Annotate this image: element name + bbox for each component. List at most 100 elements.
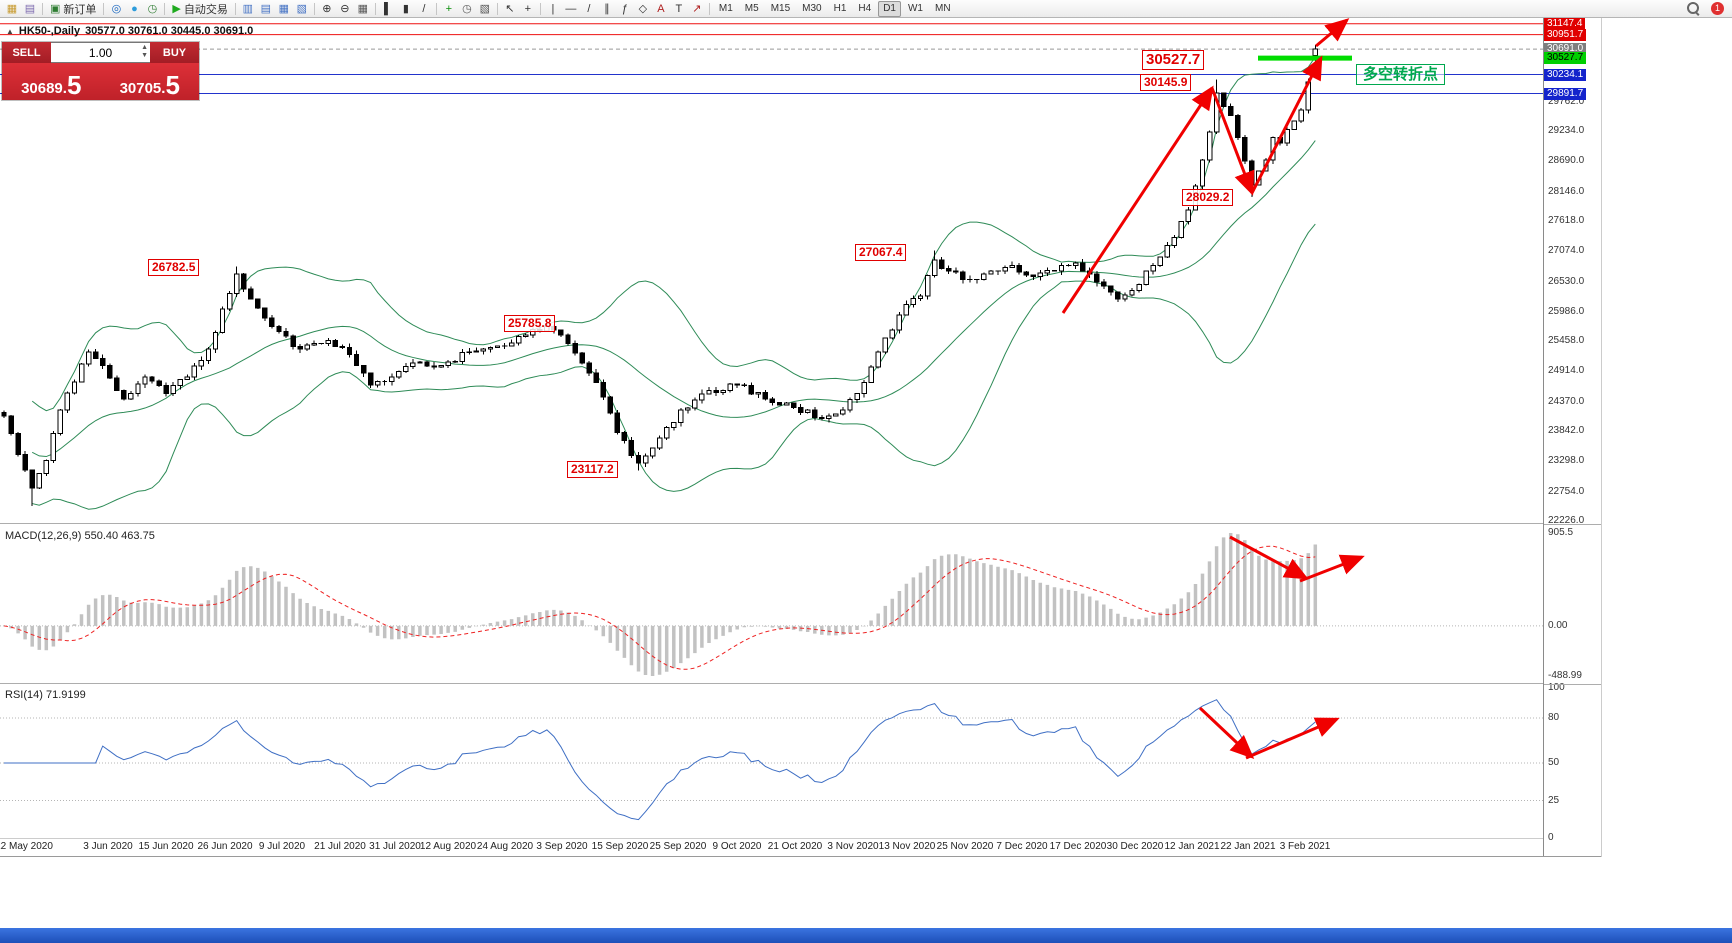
market-watch-icon[interactable]: ▥ bbox=[242, 2, 254, 15]
toolbar-separator bbox=[374, 2, 376, 15]
shapes-icon[interactable]: ◇ bbox=[638, 2, 648, 15]
price-tick-label: 27074.0 bbox=[1548, 245, 1585, 257]
timeframe-w1[interactable]: W1 bbox=[907, 2, 923, 14]
volume-up-icon[interactable]: ▲ bbox=[141, 44, 148, 51]
trend-arrow[interactable] bbox=[1210, 87, 1255, 196]
timeframe-d1[interactable]: D1 bbox=[878, 0, 901, 17]
date-axis-label: 21 Jul 2020 bbox=[314, 841, 366, 852]
macd-axis-label: 905.5 bbox=[1548, 527, 1574, 538]
fibonacci-icon[interactable]: ƒ bbox=[621, 2, 628, 15]
price-annotation[interactable]: 27067.4 bbox=[855, 244, 907, 261]
note-annotation[interactable]: 多空转折点 bbox=[1356, 64, 1446, 85]
trend-arrow[interactable] bbox=[1315, 18, 1350, 48]
autotrading-button-icon: ▶ bbox=[172, 3, 181, 15]
trend-arrow[interactable] bbox=[1250, 55, 1323, 194]
price-tick-label: 24370.0 bbox=[1548, 395, 1585, 407]
bollinger-upper bbox=[31, 56, 1316, 412]
price-annotation[interactable]: 30145.9 bbox=[1140, 74, 1192, 91]
trend-arrow[interactable] bbox=[1061, 85, 1214, 314]
autotrading-button[interactable]: ▶ 自动交易 bbox=[168, 1, 231, 17]
profiles-icon[interactable]: ▤ bbox=[24, 2, 36, 15]
toolbar-separator bbox=[164, 2, 166, 15]
date-axis-label: 3 Sep 2020 bbox=[536, 841, 588, 852]
price-annotation[interactable]: 26782.5 bbox=[148, 259, 200, 276]
chart-area[interactable]: ▲ HK50-,Daily 30577.0 30761.0 30445.0 30… bbox=[0, 18, 1543, 856]
timeframe-h1[interactable]: H1 bbox=[833, 2, 847, 14]
price-annotation[interactable]: 28029.2 bbox=[1182, 189, 1234, 206]
date-axis-label: 22 Jan 2021 bbox=[1220, 841, 1276, 852]
crosshair-icon[interactable]: + bbox=[524, 2, 532, 15]
timeframe-m30[interactable]: M30 bbox=[802, 2, 822, 14]
date-axis-label: 15 Jun 2020 bbox=[138, 841, 194, 852]
globe-icon[interactable]: ● bbox=[131, 2, 138, 15]
price-annotation[interactable]: 30527.7 bbox=[1142, 50, 1205, 70]
compass-icon[interactable]: ◎ bbox=[111, 2, 122, 15]
toolbar: ▦ ▤ ▣ 新订单 ◎ ● ◷ ▶ 自动交易 ▥ ▤ ▦ ▧ ⊕ ⊖ ▦ ▌ ▮ / + ◷ ▧ ↖ + | — / ∥ ƒ ◇ A T ↗ M1… bbox=[0, 0, 1732, 18]
candlestick-icon[interactable]: ▮ bbox=[402, 2, 409, 15]
navigator-icon[interactable]: ▦ bbox=[278, 2, 290, 15]
zoom-out-icon[interactable]: ⊖ bbox=[340, 2, 350, 15]
vertical-line-icon[interactable]: | bbox=[551, 2, 555, 15]
text-icon[interactable]: A bbox=[657, 2, 665, 15]
volume-stepper[interactable]: ▲ ▼ bbox=[141, 44, 148, 60]
date-axis-label: 17 Dec 2020 bbox=[1049, 841, 1107, 852]
timeframe-m5[interactable]: M5 bbox=[744, 2, 759, 14]
timeframe-m1[interactable]: M1 bbox=[718, 2, 733, 14]
price-tick-label: 22226.0 bbox=[1548, 515, 1585, 526]
volume-input[interactable]: 1.00 ▲ ▼ bbox=[51, 42, 150, 63]
buy-button[interactable]: BUY bbox=[150, 42, 199, 63]
cursor-icon[interactable]: ↖ bbox=[505, 2, 515, 15]
rsi-arrow[interactable] bbox=[1245, 717, 1340, 760]
clock-icon[interactable]: ◷ bbox=[147, 2, 158, 15]
price-level-box[interactable]: 29891.7 bbox=[1544, 87, 1587, 100]
channel-icon[interactable]: ∥ bbox=[604, 2, 610, 15]
rsi-arrow[interactable] bbox=[1198, 706, 1255, 760]
indicators-icon[interactable]: + bbox=[445, 2, 453, 15]
search-icon[interactable] bbox=[1687, 2, 1700, 15]
horizontal-line-icon[interactable]: — bbox=[565, 2, 577, 15]
macd-arrow[interactable] bbox=[1229, 535, 1309, 580]
notification-badge[interactable]: 1 bbox=[1711, 2, 1724, 15]
sell-button[interactable]: SELL bbox=[2, 42, 51, 63]
timeframe-h4[interactable]: H4 bbox=[858, 2, 872, 14]
price-annotation[interactable]: 25785.8 bbox=[504, 315, 556, 332]
price-scale[interactable]: 29762.0 29234.0 28690.0 28146.0 27618.0 27074… bbox=[1543, 17, 1602, 856]
price-level-box[interactable]: 30527.7 bbox=[1544, 52, 1587, 65]
collapse-panel-icon[interactable]: ▲ bbox=[6, 26, 14, 36]
macd-arrow[interactable] bbox=[1299, 554, 1365, 583]
price-level-box[interactable]: 30951.7 bbox=[1544, 28, 1587, 41]
price-tick-label: 25986.0 bbox=[1548, 305, 1585, 317]
taskbar[interactable] bbox=[0, 928, 1732, 943]
sell-price-button[interactable]: 30689. 5 bbox=[2, 63, 101, 100]
chart-symbol-label: HK50-,Daily bbox=[18, 25, 81, 37]
chart-canvas[interactable] bbox=[0, 18, 1543, 856]
date-axis-label: 3 Jun 2020 bbox=[83, 841, 133, 852]
data-window-icon[interactable]: ▤ bbox=[260, 2, 272, 15]
macd-histogram bbox=[9, 533, 1318, 676]
macd-indicator-label: MACD(12,26,9) 550.40 463.75 bbox=[5, 530, 155, 542]
zoom-in-icon[interactable]: ⊕ bbox=[322, 2, 332, 15]
price-tick-label: 25458.0 bbox=[1548, 335, 1585, 347]
new-order-button[interactable]: ▣ 新订单 bbox=[46, 1, 100, 17]
label-icon[interactable]: T bbox=[675, 2, 683, 15]
date-axis-label: 9 Oct 2020 bbox=[712, 841, 762, 852]
volume-down-icon[interactable]: ▼ bbox=[141, 52, 148, 59]
buy-price-button[interactable]: 30705. 5 bbox=[100, 63, 199, 100]
timeframe-mn[interactable]: MN bbox=[934, 2, 951, 14]
timeframe-m15[interactable]: M15 bbox=[770, 2, 791, 14]
price-level-box[interactable]: 30691.0 bbox=[1544, 43, 1587, 56]
price-level-box[interactable]: 30234.1 bbox=[1544, 68, 1587, 81]
line-chart-icon[interactable]: / bbox=[422, 2, 426, 15]
periods-icon[interactable]: ◷ bbox=[462, 2, 472, 15]
templates-icon[interactable]: ▧ bbox=[479, 2, 491, 15]
bar-chart-icon[interactable]: ▌ bbox=[383, 2, 392, 15]
trendline-icon[interactable]: / bbox=[587, 2, 591, 15]
terminal-icon[interactable]: ▧ bbox=[296, 2, 308, 15]
price-level-box[interactable]: 31147.4 bbox=[1544, 17, 1586, 30]
arrows-icon[interactable]: ↗ bbox=[692, 2, 702, 15]
bollinger-middle bbox=[31, 140, 1316, 458]
price-annotation[interactable]: 23117.2 bbox=[567, 461, 618, 478]
price-tick-label: 23842.0 bbox=[1548, 425, 1585, 437]
new-chart-icon[interactable]: ▦ bbox=[6, 2, 18, 15]
tile-windows-icon[interactable]: ▦ bbox=[357, 2, 369, 15]
